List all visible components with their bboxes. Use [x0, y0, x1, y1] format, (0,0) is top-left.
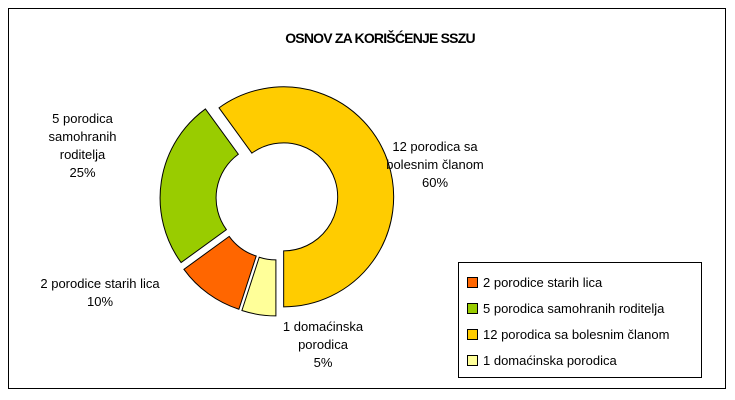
- data-label-name: 2 porodice starih lica: [40, 276, 160, 291]
- legend-item: 2 porodice starih lica: [467, 269, 701, 295]
- data-label: 12 porodica sa bolesnim članom 60%: [375, 138, 495, 192]
- data-label: 2 porodice starih lica 10%: [40, 275, 160, 311]
- legend-label: 2 porodice starih lica: [483, 274, 603, 290]
- donut-slice: [159, 108, 240, 264]
- legend-item: 5 porodica samohranih roditelja: [467, 295, 701, 321]
- data-label-value: 10%: [86, 294, 114, 309]
- legend-swatch: [467, 328, 478, 340]
- legend: 2 porodice starih lica 5 porodica samohra…: [458, 262, 702, 378]
- legend-label: 5 porodica samohranih roditelja: [483, 300, 665, 316]
- data-label-name: 1 domaćinska porodica: [282, 319, 364, 352]
- legend-label: 1 domaćinska porodica: [483, 352, 617, 368]
- donut-slice: [241, 256, 277, 317]
- legend-item: 12 porodica sa bolesnim članom: [467, 321, 701, 347]
- data-label-name: 5 porodica samohranih roditelja: [48, 111, 117, 162]
- data-label-name: 12 porodica sa bolesnim članom: [386, 139, 484, 172]
- data-label-value: 60%: [421, 175, 449, 190]
- legend-item: 1 domaćinska porodica: [467, 347, 701, 373]
- data-label-value: 5%: [313, 355, 333, 370]
- legend-swatch: [467, 302, 478, 314]
- data-label: 5 porodica samohranih roditelja 25%: [25, 110, 140, 182]
- donut-slice: [218, 86, 395, 308]
- donut-slice: [183, 235, 257, 310]
- chart-title: OSNOV ZA KORIŠĆENJE SSZU: [285, 30, 475, 46]
- chart-frame: [8, 8, 726, 389]
- legend-swatch: [467, 276, 478, 288]
- data-label: 1 domaćinska porodica 5%: [268, 318, 378, 372]
- legend-swatch: [467, 354, 478, 366]
- data-label-value: 25%: [69, 165, 96, 180]
- legend-label: 12 porodica sa bolesnim članom: [483, 326, 670, 342]
